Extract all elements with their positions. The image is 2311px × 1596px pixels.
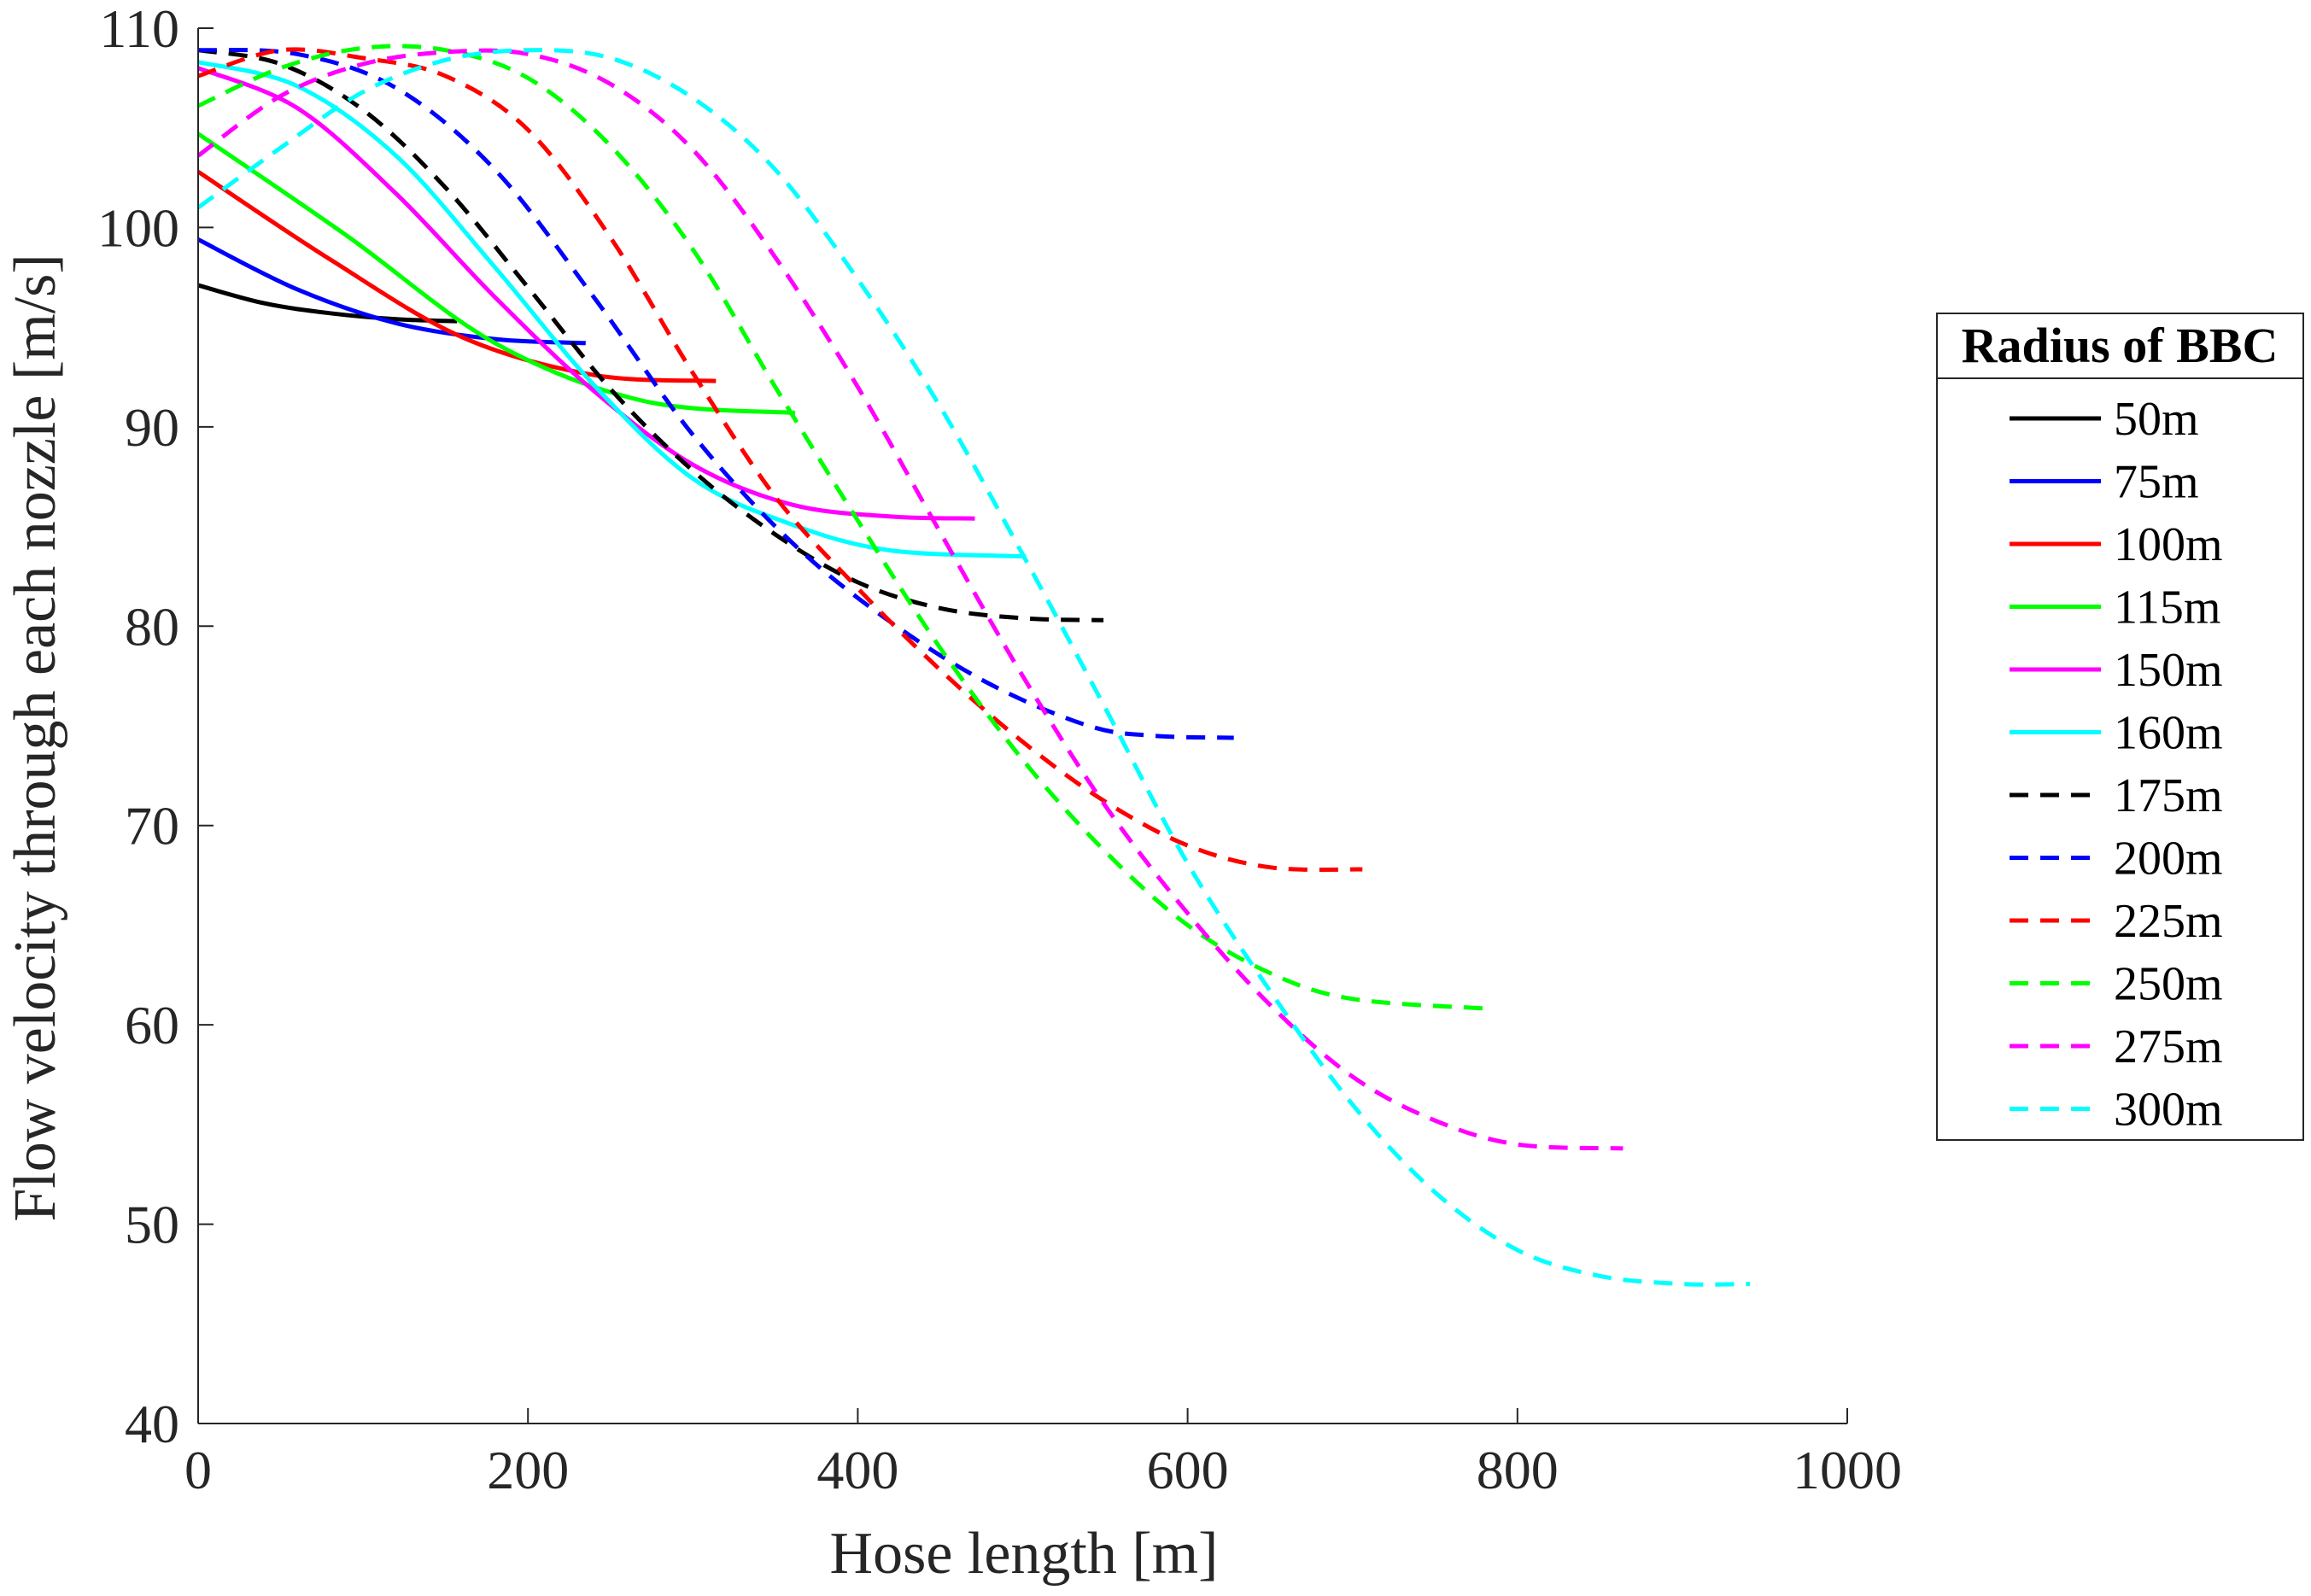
legend-label-250m: 250m bbox=[2114, 958, 2223, 1011]
legend-box bbox=[1936, 313, 2304, 1141]
x-tick-label: 800 bbox=[1477, 1440, 1559, 1500]
legend-label-300m: 300m bbox=[2114, 1084, 2223, 1137]
series-line-150m bbox=[197, 66, 975, 521]
legend-label-150m: 150m bbox=[2114, 644, 2223, 697]
legend-label-115m: 115m bbox=[2114, 582, 2220, 634]
series-line-75m bbox=[196, 237, 586, 346]
legend-label-50m: 50m bbox=[2114, 393, 2199, 446]
legend-title: Radius of BBC bbox=[1962, 318, 2279, 373]
series-line-100m bbox=[196, 170, 717, 383]
legend-label-225m: 225m bbox=[2114, 895, 2223, 948]
legend-label-175m: 175m bbox=[2114, 769, 2223, 822]
series-line-225m bbox=[197, 47, 1363, 873]
x-tick-label: 0 bbox=[184, 1440, 212, 1500]
series-line-250m bbox=[196, 44, 1493, 1011]
series-line-160m bbox=[197, 60, 1027, 559]
y-tick-label: 40 bbox=[125, 1394, 179, 1454]
x-tick-label: 200 bbox=[487, 1440, 569, 1500]
y-tick-label: 90 bbox=[125, 397, 179, 458]
legend-label-75m: 75m bbox=[2114, 456, 2199, 509]
legend-label-160m: 160m bbox=[2114, 707, 2223, 760]
series-line-300m bbox=[196, 48, 1751, 1287]
y-axis-title: Flow velocity through each nozzle [m/s] bbox=[3, 254, 68, 1221]
series-line-200m bbox=[197, 48, 1234, 740]
y-tick-label: 50 bbox=[125, 1195, 179, 1255]
legend: Radius of BBC 50m 75m 100m 115m 150m 160m 175m… bbox=[1936, 313, 2304, 1141]
y-tick-label: 80 bbox=[125, 596, 179, 657]
x-tick-label: 1000 bbox=[1793, 1440, 1902, 1500]
y-tick-label: 70 bbox=[125, 796, 179, 856]
axes-layer: 0 200 400 600 800 1000 40 50 60 70 80 90 100 110 bbox=[97, 0, 1902, 1500]
y-tick-label: 60 bbox=[125, 995, 179, 1055]
legend-label-275m: 275m bbox=[2114, 1020, 2223, 1073]
y-tick-label: 100 bbox=[97, 197, 179, 258]
x-tick-label: 600 bbox=[1147, 1440, 1229, 1500]
series-layer bbox=[196, 44, 1751, 1287]
x-axis-title: Hose length [m] bbox=[830, 1521, 1219, 1587]
series-line-50m bbox=[197, 283, 458, 324]
series-line-175m bbox=[197, 48, 1104, 623]
legend-label-200m: 200m bbox=[2114, 833, 2223, 886]
x-tick-label: 400 bbox=[816, 1440, 898, 1500]
series-line-275m bbox=[196, 48, 1624, 1151]
series-line-115m bbox=[196, 132, 796, 415]
legend-label-100m: 100m bbox=[2114, 518, 2223, 571]
y-tick-label: 110 bbox=[99, 0, 179, 59]
